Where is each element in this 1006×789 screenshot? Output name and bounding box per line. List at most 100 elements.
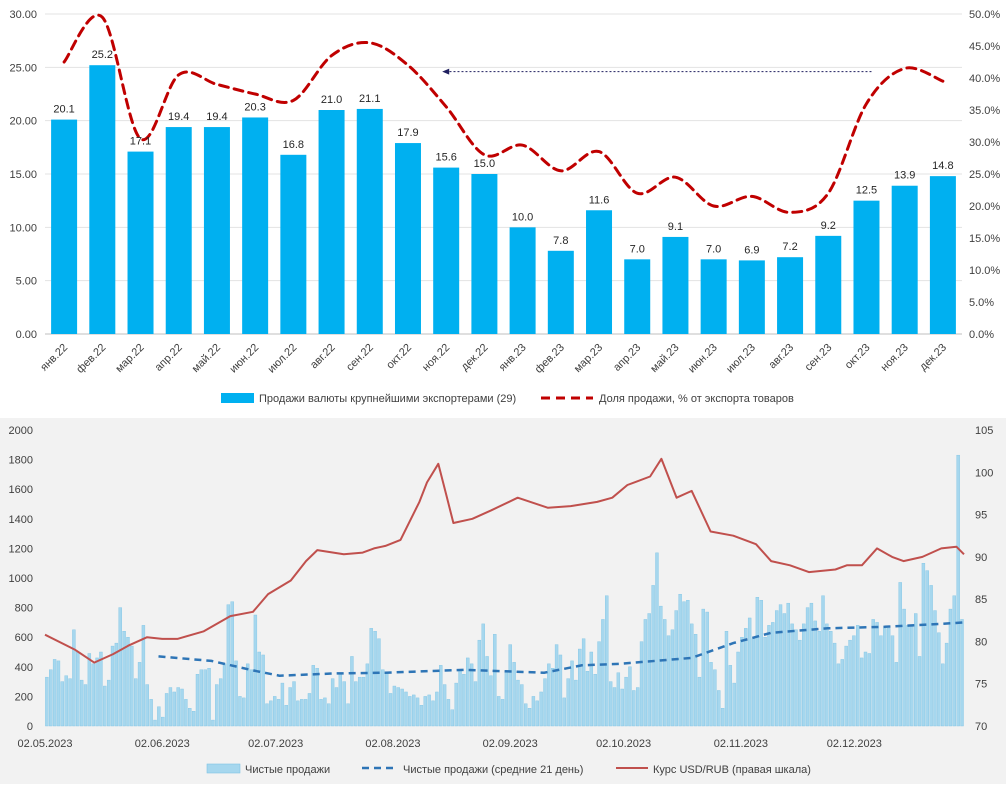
right-axis-tick-label: 100	[975, 467, 993, 479]
net-sales-bar	[535, 700, 539, 727]
net-sales-bar	[805, 607, 810, 727]
net-sales-bar	[439, 665, 443, 727]
net-sales-bar	[415, 697, 420, 727]
bar	[242, 117, 269, 334]
net-sales-bar	[450, 709, 455, 727]
bar	[318, 110, 345, 334]
bar	[738, 260, 765, 334]
net-sales-bar	[500, 699, 505, 727]
net-sales-bar	[122, 631, 126, 727]
net-sales-bar	[802, 623, 806, 727]
net-sales-bar	[303, 699, 308, 727]
right-axis-tick-label: 0.0%	[969, 329, 994, 341]
net-sales-bar	[728, 665, 733, 727]
net-sales-bar	[477, 639, 482, 727]
bar	[89, 65, 116, 334]
top-chart: 0.00 5.00 10.00 15.00 20.00 25.00 30.00 0.0% 5.0…	[9, 9, 1000, 405]
net-sales-bar	[76, 651, 80, 727]
net-sales-bar	[508, 644, 512, 727]
net-sales-bar	[709, 662, 713, 727]
net-sales-bar	[821, 595, 825, 727]
bar-value-label: 15.0	[474, 158, 495, 170]
net-sales-bar	[466, 657, 470, 727]
net-sales-bar	[678, 594, 682, 727]
bar	[815, 235, 842, 334]
net-sales-bar	[215, 684, 219, 727]
net-sales-bar	[693, 634, 698, 727]
net-sales-bar	[624, 676, 628, 727]
bar-value-label: 7.8	[553, 235, 568, 247]
net-sales-bar	[724, 631, 729, 727]
net-sales-bar	[883, 628, 887, 727]
net-sales-bar	[153, 719, 157, 727]
net-sales-bar	[593, 674, 597, 727]
net-sales-bar	[790, 623, 794, 727]
net-sales-bar	[531, 696, 536, 727]
net-sales-bar	[180, 688, 184, 727]
net-sales-bar	[666, 635, 671, 727]
legend-label-usd-rub: Курс USD/RUB (правая шкала)	[653, 764, 811, 776]
net-sales-bar	[520, 684, 524, 727]
net-sales-bar	[446, 699, 451, 727]
right-axis-tick-label: 5.0%	[969, 297, 994, 309]
category-label: июл.23	[724, 342, 758, 376]
right-axis-tick-label: 90	[975, 552, 987, 564]
net-sales-bar	[257, 651, 261, 727]
net-sales-bar	[794, 629, 798, 727]
net-sales-bar	[825, 623, 829, 727]
net-sales-bar	[906, 625, 910, 727]
net-sales-bar	[713, 669, 717, 727]
category-label: июл.22	[266, 342, 300, 376]
net-sales-bar	[218, 678, 223, 727]
bar-value-label: 15.6	[435, 152, 456, 164]
net-sales-bar	[635, 687, 640, 727]
net-sales-bar	[744, 628, 748, 727]
net-sales-bar	[369, 628, 373, 727]
category-label: дек.22	[459, 342, 491, 374]
net-sales-bar	[168, 687, 173, 727]
net-sales-bar	[384, 672, 389, 727]
net-sales-bar	[562, 697, 566, 727]
net-sales-bar	[774, 610, 779, 727]
net-sales-bar	[462, 674, 466, 727]
net-sales-bar	[103, 685, 107, 727]
bar	[203, 127, 230, 334]
net-sales-bar	[516, 679, 520, 727]
net-sales-bar	[682, 601, 686, 727]
net-sales-bar	[817, 631, 821, 727]
net-sales-bar	[361, 676, 366, 727]
net-sales-bar	[323, 697, 327, 727]
net-sales-bar	[836, 663, 841, 727]
net-sales-bar	[859, 657, 864, 727]
right-axis-tick-label: 20.0%	[969, 201, 1000, 213]
net-sales-bar	[539, 691, 543, 727]
net-sales-bar	[435, 691, 439, 727]
right-axis-tick-label: 80	[975, 636, 987, 648]
net-sales-bar	[342, 681, 346, 727]
bar	[165, 127, 192, 334]
category-label: сен.23	[803, 342, 835, 374]
net-sales-bar	[902, 608, 906, 727]
net-sales-bar	[72, 629, 76, 727]
net-sales-bar	[524, 703, 528, 727]
net-sales-bar	[832, 642, 837, 727]
net-sales-bar	[269, 700, 273, 727]
share-line	[62, 13, 945, 214]
net-sales-bar	[106, 679, 111, 727]
net-sales-bar	[95, 657, 99, 727]
right-axis-tick-label: 30.0%	[969, 137, 1000, 149]
bar-value-label: 16.8	[283, 139, 304, 151]
net-sales-bar	[454, 682, 458, 727]
net-sales-bar	[184, 699, 188, 727]
net-sales-bar	[211, 719, 215, 727]
bar	[777, 257, 804, 334]
bar-value-label: 9.2	[821, 220, 836, 232]
right-axis-tick-label: 35.0%	[969, 105, 1000, 117]
net-sales-bar	[558, 654, 563, 727]
net-sales-bar	[852, 635, 856, 727]
bar-value-label: 21.1	[359, 93, 380, 105]
right-axis-tick-label: 85	[975, 594, 987, 606]
x-axis-tick-label: 02.10.2023	[596, 738, 651, 750]
net-sales-bar	[589, 651, 594, 727]
